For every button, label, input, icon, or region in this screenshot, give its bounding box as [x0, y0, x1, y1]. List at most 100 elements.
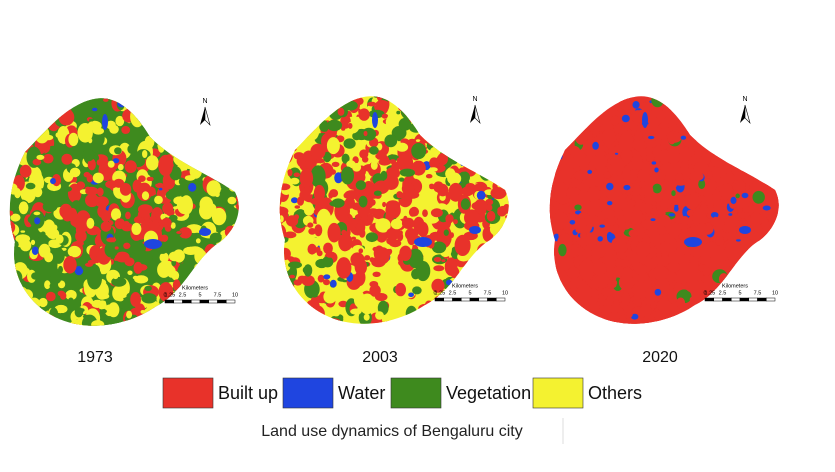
land-patch: [49, 92, 55, 95]
land-patch: [760, 155, 768, 163]
land-patch: [363, 313, 370, 321]
land-patch: [195, 107, 202, 113]
land-patch: [201, 307, 218, 326]
land-patch: [757, 272, 769, 287]
land-patch: [441, 259, 446, 262]
land-patch: [185, 127, 195, 136]
land-patch: [351, 96, 365, 99]
land-patch: [109, 124, 119, 134]
land-patch: [429, 157, 440, 169]
land-patch: [77, 123, 93, 143]
land-patch: [574, 125, 588, 145]
land-patch: [179, 195, 193, 215]
land-patch: [549, 244, 553, 249]
land-patch: [170, 103, 187, 115]
land-patch: [181, 238, 187, 241]
land-patch: [455, 146, 462, 155]
land-patch: [279, 305, 283, 318]
land-patch: [9, 153, 17, 170]
land-patch: [575, 228, 581, 233]
land-patch: [419, 96, 435, 113]
land-patch: [736, 239, 741, 242]
land-patch: [617, 214, 626, 228]
land-patch: [686, 209, 694, 217]
land-patch: [31, 98, 48, 104]
land-patch: [667, 321, 680, 324]
land-patch: [737, 161, 745, 166]
land-patch: [330, 325, 336, 331]
land-patch: [15, 330, 22, 334]
land-patch: [227, 250, 237, 262]
land-patch: [549, 283, 559, 303]
land-patch: [448, 159, 458, 165]
legend-label: Others: [588, 383, 642, 403]
land-patch: [763, 321, 778, 324]
land-patch: [722, 141, 735, 150]
land-patch: [616, 252, 622, 260]
land-patch: [331, 161, 340, 167]
land-patch: [44, 280, 51, 290]
land-patch: [389, 169, 394, 174]
land-patch: [323, 289, 337, 304]
land-patch: [489, 171, 499, 183]
land-patch: [337, 188, 345, 196]
land-patch: [237, 274, 239, 281]
land-patch: [133, 216, 145, 224]
land-patch: [713, 103, 728, 111]
land-patch: [587, 186, 601, 203]
land-patch: [207, 256, 221, 265]
land-patch: [741, 192, 749, 199]
land-patch: [103, 98, 109, 102]
land-patch: [558, 135, 572, 146]
land-patch: [763, 242, 778, 255]
land-patch: [405, 305, 418, 322]
land-patch: [495, 113, 505, 124]
land-patch: [757, 140, 763, 146]
land-patch: [279, 148, 289, 160]
scale-segment: [182, 299, 192, 304]
land-patch: [192, 270, 208, 283]
land-patch: [559, 113, 570, 125]
land-patch: [549, 104, 558, 119]
land-patch: [45, 99, 58, 113]
land-patch: [776, 106, 779, 115]
land-patch: [618, 274, 635, 291]
land-patch: [459, 156, 465, 165]
land-patch: [399, 129, 405, 133]
land-patch: [9, 188, 12, 192]
land-patch: [632, 262, 644, 272]
land-patch: [55, 234, 64, 244]
land-patch: [765, 153, 773, 162]
land-patch: [111, 276, 127, 287]
land-patch: [188, 111, 194, 120]
land-patch: [12, 151, 23, 162]
land-patch: [236, 98, 239, 105]
land-patch: [482, 266, 497, 279]
land-patch: [771, 212, 779, 228]
land-patch: [764, 179, 769, 183]
land-patch: [567, 119, 576, 130]
land-patch: [625, 319, 638, 324]
land-patch: [675, 316, 684, 324]
land-patch: [219, 273, 233, 288]
land-patch: [444, 101, 459, 111]
land-patch: [688, 155, 693, 162]
land-patch: [15, 113, 23, 123]
land-patch: [447, 97, 463, 119]
land-patch: [721, 116, 729, 124]
land-patch: [220, 272, 234, 285]
land-patch: [482, 325, 495, 334]
land-patch: [612, 89, 623, 96]
land-patch: [570, 322, 575, 324]
land-patch: [759, 132, 767, 138]
land-patch: [424, 300, 434, 309]
land-patch: [500, 89, 504, 92]
land-patch: [18, 302, 23, 308]
land-patch: [657, 108, 663, 112]
scale-segment: [713, 297, 723, 302]
land-patch: [73, 326, 81, 331]
land-patch: [654, 288, 662, 296]
land-patch: [279, 302, 290, 315]
land-patch: [310, 97, 315, 103]
land-patch: [595, 110, 600, 113]
